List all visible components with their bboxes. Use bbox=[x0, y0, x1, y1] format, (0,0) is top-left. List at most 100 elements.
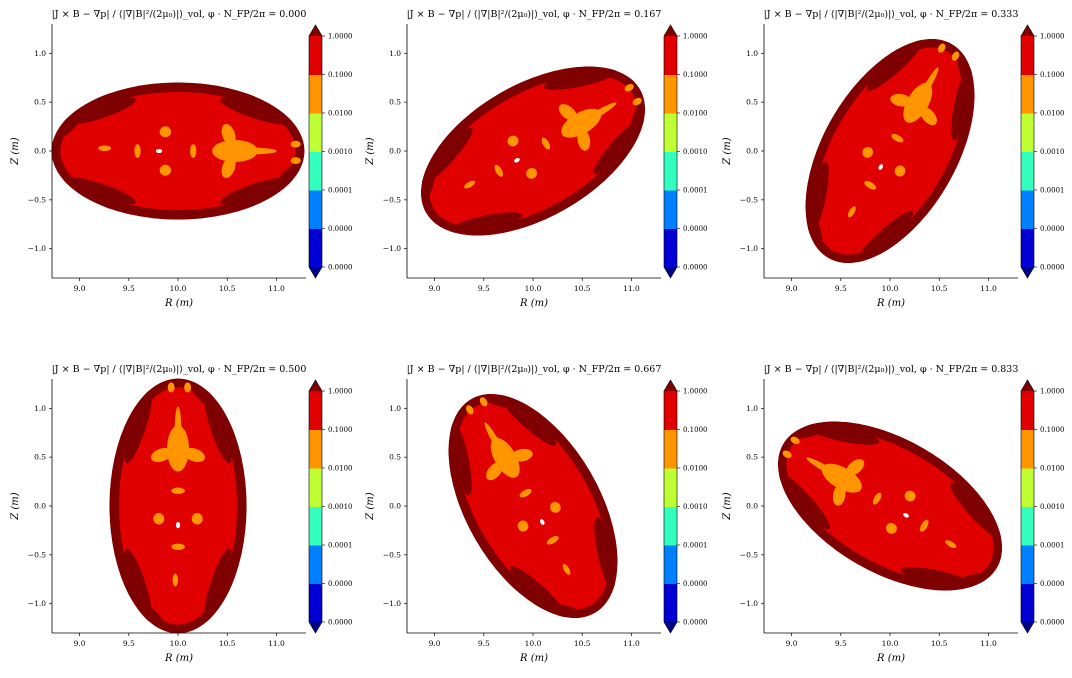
contour-region-dark bbox=[594, 516, 616, 590]
contour-region-orange bbox=[465, 405, 474, 415]
panel-2: |J × B − ∇p| / ⟨|∇|B|²/(2μ₀)|⟩_vol, φ · … bbox=[722, 9, 1065, 309]
contour-region-dark bbox=[220, 97, 293, 125]
plasma-bulk-region bbox=[60, 91, 296, 211]
colorbar-segment bbox=[664, 113, 677, 152]
contour-region-orange bbox=[846, 459, 865, 476]
contour-region-dark bbox=[951, 67, 973, 141]
y-axis-label: Z (m) bbox=[365, 492, 376, 521]
contour-region-dark bbox=[543, 68, 617, 90]
contour-region-dark bbox=[147, 606, 168, 631]
colorbar-tick-label: 0.1000 bbox=[328, 71, 353, 79]
panel-3: |J × B − ∇p| / ⟨|∇|B|²/(2μ₀)|⟩_vol, φ · … bbox=[10, 364, 353, 664]
y-tick-label: 0.0 bbox=[34, 147, 46, 156]
contour-region-dark bbox=[63, 97, 136, 125]
colorbar-tick-label: 0.0000 bbox=[683, 619, 708, 627]
colorbar: 0.0000 0.0000 0.0001 0.0010 0.0100 0.1000 1.00… bbox=[663, 379, 708, 634]
colorbar: 0.0000 0.0000 0.0001 0.0010 0.0100 0.1000 1.00… bbox=[1020, 379, 1065, 634]
x-tick-label: 9.5 bbox=[123, 284, 135, 293]
contour-region-orange bbox=[172, 573, 179, 587]
colorbar-tick-label: 0.0000 bbox=[328, 580, 353, 588]
x-tick-label: 10.5 bbox=[219, 284, 236, 293]
contour-region-dark bbox=[124, 548, 153, 622]
colorbar-tick-label: 0.0010 bbox=[1040, 503, 1065, 511]
colorbar-tick-label: 1.0000 bbox=[1040, 33, 1065, 41]
plasma-bulk-region bbox=[118, 387, 238, 625]
colorbar-segment bbox=[1021, 228, 1034, 268]
colorbar-segment bbox=[309, 391, 322, 430]
contour-region-orange bbox=[951, 51, 960, 61]
contour-region-orange bbox=[558, 104, 577, 121]
y-tick-label: −0.5 bbox=[28, 550, 46, 559]
colorbar-segment bbox=[664, 429, 677, 469]
contour-region-dark bbox=[481, 395, 510, 408]
contour-region-dark bbox=[204, 390, 232, 464]
panel-5: |J × B − ∇p| / ⟨|∇|B|²/(2μ₀)|⟩_vol, φ · … bbox=[722, 364, 1065, 664]
colorbar-extend-max bbox=[1021, 380, 1034, 391]
colorbar-segment bbox=[1021, 429, 1034, 469]
contour-region-orange bbox=[541, 137, 551, 150]
colorbar-tick-label: 0.0100 bbox=[1040, 465, 1065, 473]
colorbar-tick-label: 1.0000 bbox=[1040, 388, 1065, 396]
y-tick-label: 0.5 bbox=[746, 98, 758, 107]
colorbar-tick-label: 1.0000 bbox=[683, 388, 708, 396]
x-tick-label: 10.5 bbox=[931, 284, 948, 293]
contour-region-dark bbox=[449, 212, 523, 234]
x-tick-label: 10.0 bbox=[525, 284, 542, 293]
contour-region-orange bbox=[507, 135, 519, 147]
colorbar-tick-label: 1.0000 bbox=[328, 388, 353, 396]
plasma-features bbox=[421, 68, 645, 234]
colorbar-tick-label: 0.0000 bbox=[683, 580, 708, 588]
plasma-cross-section bbox=[51, 82, 305, 220]
colorbar-extend-max bbox=[664, 25, 677, 36]
plasma-cross-section bbox=[777, 421, 1003, 591]
contour-region-dark bbox=[959, 573, 989, 582]
y-tick-label: −0.5 bbox=[383, 550, 401, 559]
contour-region-orange bbox=[885, 522, 897, 534]
contour-region-orange bbox=[546, 535, 559, 545]
contour-region-orange bbox=[517, 520, 529, 532]
contour-region-orange bbox=[573, 102, 617, 128]
x-tick-label: 9.0 bbox=[786, 284, 798, 293]
panel-title: |J × B − ∇p| / ⟨|∇|B|²/(2μ₀)|⟩_vol, φ · … bbox=[52, 364, 307, 375]
contour-region-dark bbox=[814, 220, 823, 250]
contour-region-orange bbox=[494, 164, 504, 177]
colorbar: 0.0000 0.0000 0.0001 0.0010 0.0100 0.1000 1.00… bbox=[308, 24, 353, 279]
colorbar-tick-label: 0.0001 bbox=[328, 187, 353, 195]
colorbar-extend-max bbox=[309, 380, 322, 391]
contour-region-dark bbox=[593, 118, 645, 175]
contour-region-orange bbox=[872, 492, 882, 505]
colorbar-tick-label: 0.0010 bbox=[683, 148, 708, 156]
colorbar-segment bbox=[309, 468, 322, 507]
colorbar-segment bbox=[309, 113, 322, 152]
y-axis-label: Z (m) bbox=[722, 492, 733, 521]
contour-region-dark bbox=[63, 177, 136, 205]
x-axis-label: R (m) bbox=[876, 653, 905, 664]
contour-region-orange bbox=[484, 422, 510, 466]
colorbar-segment bbox=[309, 36, 322, 75]
contour-region-white bbox=[155, 148, 163, 154]
x-tick-label: 11.0 bbox=[623, 639, 640, 648]
contour-region-white bbox=[175, 521, 181, 529]
colorbar-segment bbox=[1021, 36, 1034, 75]
contour-region-white bbox=[903, 512, 909, 518]
y-tick-label: 0.5 bbox=[389, 453, 401, 462]
contour-region-dark bbox=[500, 394, 557, 446]
x-tick-label: 10.0 bbox=[882, 639, 899, 648]
y-axis-label: Z (m) bbox=[722, 137, 733, 166]
panel-4: |J × B − ∇p| / ⟨|∇|B|²/(2μ₀)|⟩_vol, φ · … bbox=[365, 364, 708, 664]
contour-region-orange bbox=[920, 107, 937, 126]
y-tick-label: 0.0 bbox=[389, 502, 401, 511]
contour-region-dark bbox=[450, 422, 472, 496]
plasma-cross-section bbox=[420, 66, 646, 236]
x-tick-label: 11.0 bbox=[980, 639, 997, 648]
contour-region-orange bbox=[221, 156, 236, 179]
plasma-features bbox=[124, 381, 232, 631]
colorbar-segment bbox=[664, 468, 677, 507]
colorbar-tick-label: 0.1000 bbox=[328, 426, 353, 434]
x-tick-label: 9.0 bbox=[786, 639, 798, 648]
x-tick-label: 10.5 bbox=[574, 284, 591, 293]
colorbar-segment bbox=[664, 190, 677, 229]
colorbar-tick-label: 0.1000 bbox=[683, 71, 708, 79]
colorbar-segment bbox=[664, 506, 677, 546]
contour-region-orange bbox=[945, 540, 957, 549]
